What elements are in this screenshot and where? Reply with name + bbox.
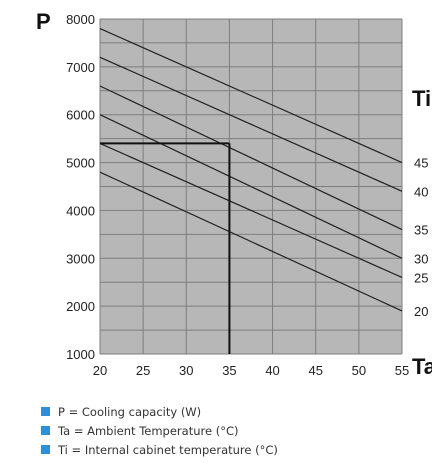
y-tick-label: 5000 [66, 156, 95, 171]
legend-text: P = Cooling capacity (W) [58, 404, 202, 419]
curve-label-ti-40: 40 [414, 184, 428, 199]
curve-label-ti-20: 20 [414, 304, 428, 319]
curve-label-ti-45: 45 [414, 156, 428, 171]
reading-guide [100, 142, 231, 354]
x-tick-label: 40 [265, 363, 279, 378]
y-axis-ticks: 1000 2000 3000 4000 5000 6000 7000 8000 [66, 12, 95, 362]
x-tick-label: 50 [352, 363, 366, 378]
curve-ti-45 [99, 28, 403, 164]
legend-square-icon [41, 445, 50, 454]
curve-ti-20 [99, 171, 403, 312]
curve-ti-25 [99, 142, 403, 278]
legend-item: P = Cooling capacity (W) [41, 402, 278, 421]
curves-title: Ti [412, 86, 431, 111]
legend-text: Ta = Ambient Temperature (°C) [58, 423, 239, 438]
curve-ti-30 [99, 114, 403, 259]
y-axis-label: P [36, 9, 51, 34]
curve-label-ti-30: 30 [414, 251, 428, 266]
x-tick-label: 35 [222, 363, 236, 378]
x-tick-label: 55 [395, 363, 409, 378]
y-tick-label: 2000 [66, 299, 95, 314]
curve-ti-40 [99, 56, 403, 192]
x-axis-label: Ta [412, 354, 432, 379]
x-tick-label: 20 [93, 363, 107, 378]
curve-label-ti-25: 25 [414, 270, 428, 285]
legend: P = Cooling capacity (W) Ta = Ambient Te… [41, 402, 278, 459]
legend-square-icon [41, 407, 50, 416]
cooling-capacity-chart: 1000 2000 3000 4000 5000 6000 7000 8000 20 25 30 3… [36, 9, 432, 379]
y-tick-label: 6000 [66, 108, 95, 123]
legend-text: Ti = Internal cabinet temperature (°C) [58, 442, 278, 457]
y-tick-label: 1000 [66, 347, 95, 362]
y-tick-label: 3000 [66, 251, 95, 266]
x-tick-label: 25 [136, 363, 150, 378]
y-tick-label: 4000 [66, 203, 95, 218]
curve-label-ti-35: 35 [414, 223, 428, 238]
x-axis-ticks: 20 25 30 35 40 45 50 55 [93, 363, 409, 378]
legend-item: Ta = Ambient Temperature (°C) [41, 421, 278, 440]
curves [99, 28, 403, 312]
x-tick-label: 45 [308, 363, 322, 378]
legend-square-icon [41, 426, 50, 435]
y-tick-label: 7000 [66, 60, 95, 75]
curve-labels: 45 40 35 30 25 20 [414, 156, 428, 319]
y-tick-label: 8000 [66, 12, 95, 27]
x-tick-label: 30 [179, 363, 193, 378]
curve-ti-35 [99, 85, 403, 231]
legend-item: Ti = Internal cabinet temperature (°C) [41, 440, 278, 459]
